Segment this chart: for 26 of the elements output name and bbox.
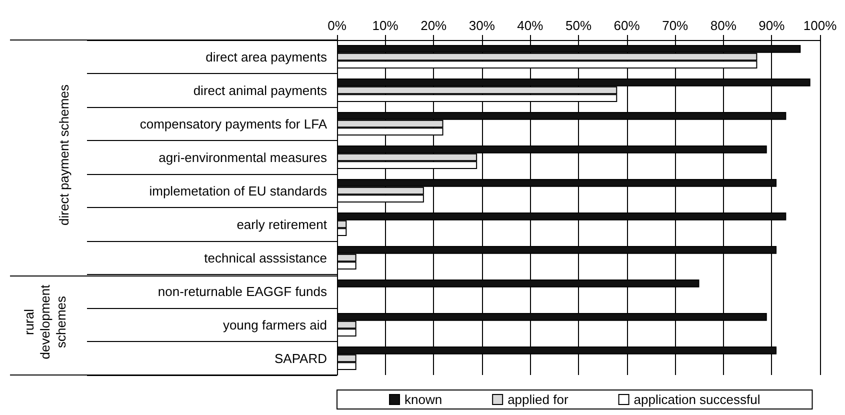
legend-label: applied for <box>508 392 569 407</box>
text: rural development schemes <box>22 284 68 360</box>
x-tick-label: 20% <box>420 18 448 33</box>
x-tick-label: 90% <box>758 18 786 33</box>
x-tick-label: 100% <box>803 18 838 33</box>
y-tick-label: implemetation of EU standards <box>149 183 328 198</box>
y-tick-label: direct area payments <box>206 49 328 64</box>
x-tick-label: 80% <box>710 18 737 33</box>
y-tick-label: SAPARD <box>274 350 327 366</box>
x-tick-label: 60% <box>614 18 640 33</box>
legend-label: application successful <box>634 392 760 407</box>
x-tick-label: 70% <box>662 18 689 33</box>
x-tick-label: 30% <box>468 18 496 33</box>
legend-label: known <box>404 392 442 407</box>
y-tick-label: non-returnable EAGGF funds <box>158 284 328 299</box>
x-tick-label: 40% <box>517 18 544 33</box>
y-tick-label: direct animal payments <box>193 82 328 98</box>
y-tick-label: young farmers aid <box>222 317 327 332</box>
x-tick-label: 0% <box>328 18 347 33</box>
x-tick-label: 10% <box>372 18 399 33</box>
y-tick-label: early retirement <box>236 216 328 232</box>
y-tick-label: agri-environmental measures <box>158 150 328 165</box>
text: direct payment schemes <box>56 84 72 226</box>
y-tick-label: compensatory payments for LFA <box>140 116 328 132</box>
y-tick-label: technical asssistance <box>204 250 327 266</box>
x-tick-label: 50% <box>565 18 592 33</box>
